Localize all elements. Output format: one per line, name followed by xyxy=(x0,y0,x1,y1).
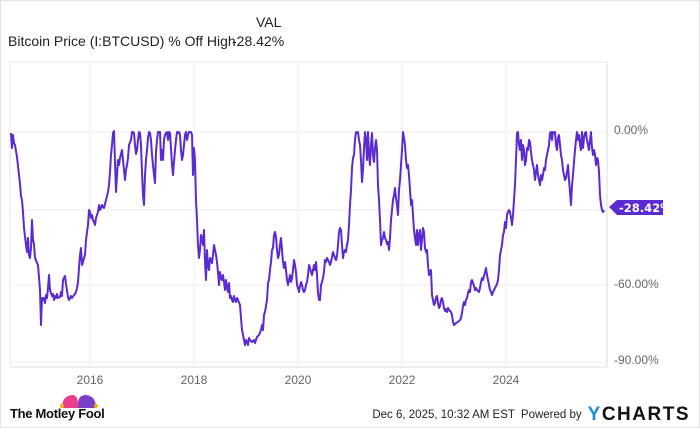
legend-series-value: -28.42% xyxy=(232,33,285,49)
x-tick-2022: 2022 xyxy=(389,373,416,387)
footer-attribution: Dec 6, 2025, 10:32 AM EST Powered by YCH… xyxy=(372,404,690,426)
timestamp: Dec 6, 2025, 10:32 AM EST xyxy=(372,409,515,421)
legend-series-name: Bitcoin Price (I:BTCUSD) % Off High xyxy=(8,33,236,49)
x-tick-2016: 2016 xyxy=(77,373,104,387)
y-tick-neg60: -60.00% xyxy=(614,277,659,291)
horizontal-gridlines xyxy=(10,131,607,363)
current-value-badge: -28.42% xyxy=(609,200,672,215)
x-tick-2018: 2018 xyxy=(181,373,208,387)
y-tick-0: 0.00% xyxy=(614,123,648,137)
brand-name: The Motley Fool xyxy=(10,406,105,421)
powered-by-label: Powered by xyxy=(520,409,582,421)
jester-hat-icon xyxy=(60,395,98,408)
plot-area xyxy=(9,61,608,368)
y-tick-neg90: -90.00% xyxy=(614,353,659,367)
vertical-gridlines xyxy=(89,62,507,367)
legend-column-header: VAL xyxy=(256,14,282,30)
data-line xyxy=(10,130,605,346)
ycharts-logo[interactable]: YCHARTS xyxy=(587,404,690,425)
x-tick-2020: 2020 xyxy=(285,373,312,387)
x-tick-2024: 2024 xyxy=(493,373,520,387)
current-value-badge-text: -28.42% xyxy=(619,201,672,215)
